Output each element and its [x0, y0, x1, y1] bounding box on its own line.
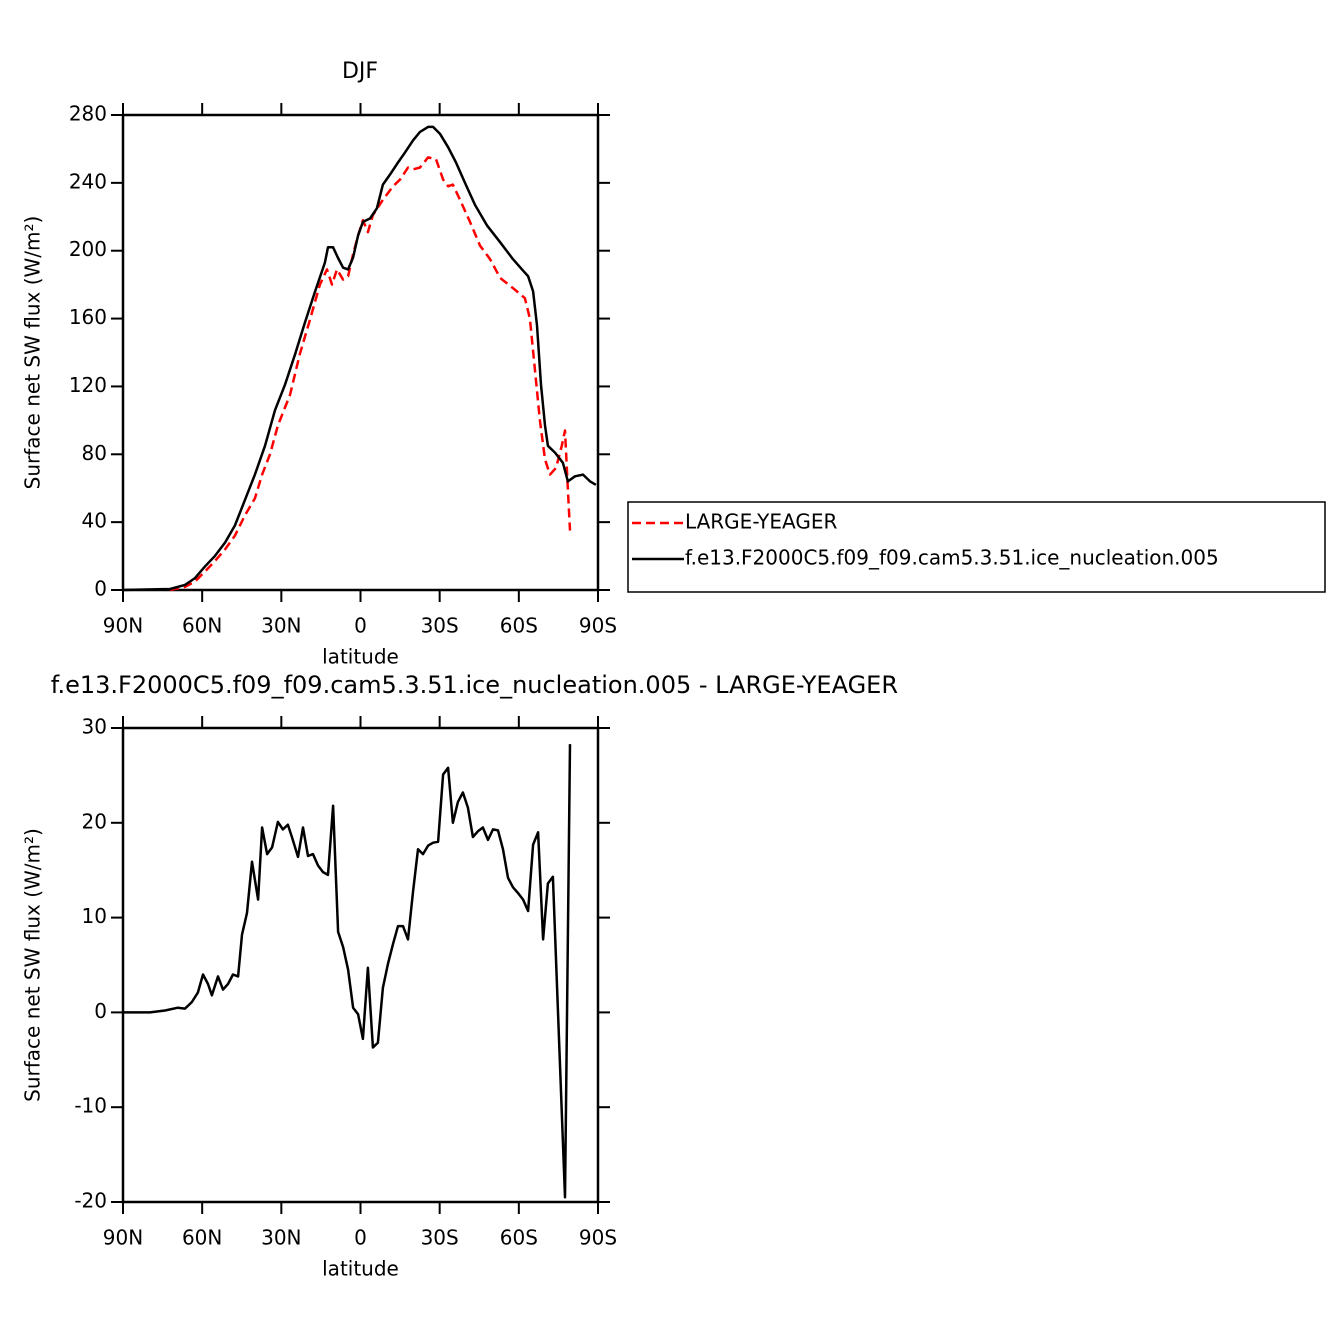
y-axis-label: Surface net SW flux (W/m²) [21, 216, 45, 490]
y-tick-label: 40 [82, 509, 107, 533]
x-axis-label: latitude [322, 645, 399, 669]
chart-title: f.e13.F2000C5.f09_f09.cam5.3.51.ice_nucl… [51, 671, 898, 699]
x-tick-label: 30N [261, 614, 301, 638]
x-tick-label: 30N [261, 1226, 301, 1250]
legend-box [627, 501, 1326, 593]
data-line [169, 156, 572, 592]
x-tick-label: 60S [500, 614, 538, 638]
x-tick-label: 90S [579, 614, 617, 638]
y-axis-label: Surface net SW flux (W/m²) [21, 828, 45, 1102]
x-tick-label: 60N [182, 1226, 222, 1250]
legend-label: f.e13.F2000C5.f09_f09.cam5.3.51.ice_nucl… [685, 546, 1219, 570]
y-tick-label: 200 [69, 237, 107, 261]
y-tick-label: 160 [69, 305, 107, 329]
y-tick-label: 20 [82, 809, 107, 833]
x-tick-label: 30S [421, 1226, 459, 1250]
plot-frame [121, 726, 600, 1204]
chart-title: DJF [342, 59, 378, 84]
legend-label: LARGE-YEAGER [685, 510, 837, 534]
y-tick-label: 0 [94, 999, 107, 1023]
x-axis-label: latitude [322, 1257, 399, 1281]
x-tick-label: 90S [579, 1226, 617, 1250]
x-tick-label: 60N [182, 614, 222, 638]
plot-frame [121, 113, 600, 592]
y-tick-label: 0 [94, 577, 107, 601]
y-tick-label: 120 [69, 373, 107, 397]
y-tick-label: 10 [82, 904, 107, 928]
x-tick-label: 60S [500, 1226, 538, 1250]
y-tick-label: -10 [74, 1094, 107, 1118]
x-tick-label: 0 [354, 1226, 367, 1250]
x-tick-label: 90N [103, 614, 143, 638]
y-tick-label: 80 [82, 441, 107, 465]
data-line [122, 125, 597, 592]
x-tick-label: 30S [421, 614, 459, 638]
y-tick-label: 30 [82, 715, 107, 739]
y-tick-label: -20 [74, 1189, 107, 1213]
y-tick-label: 240 [69, 169, 107, 193]
x-tick-label: 90N [103, 1226, 143, 1250]
y-tick-label: 280 [69, 102, 107, 126]
data-line [123, 744, 572, 1199]
x-tick-label: 0 [354, 614, 367, 638]
